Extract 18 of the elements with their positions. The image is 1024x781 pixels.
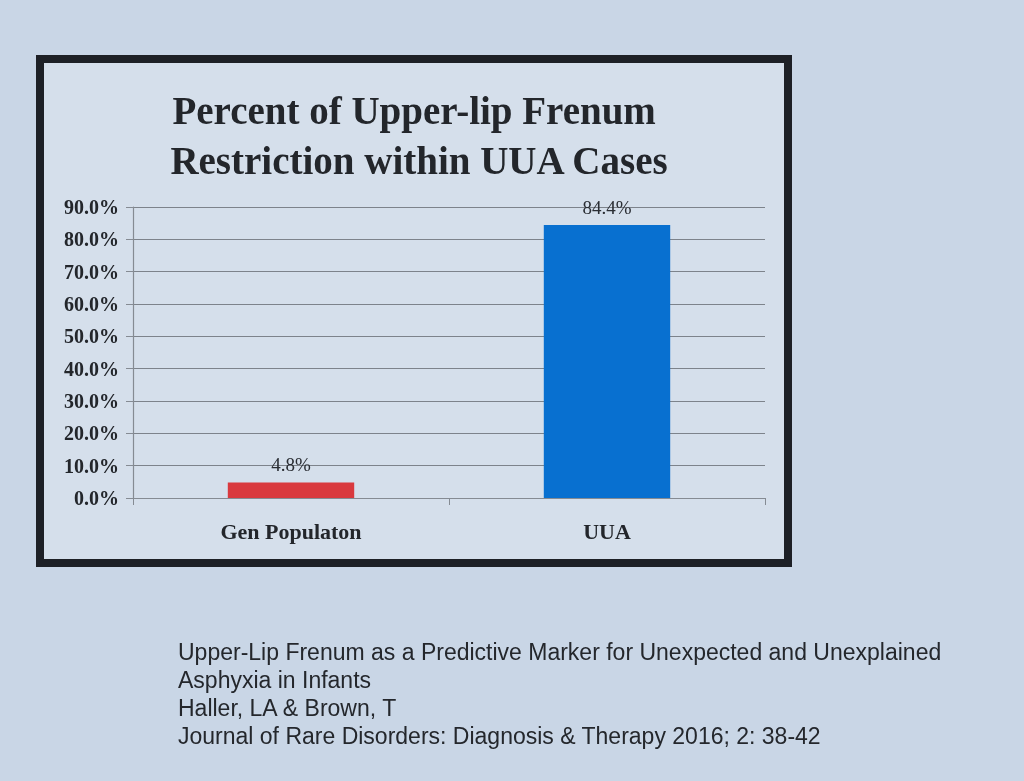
text: Journal of Rare Disorders: Diagnosis & Therapy 2016; 2: 38-42 <box>178 722 822 750</box>
y-tick-label: 70.0% <box>64 260 119 283</box>
text: Upper-Lip Frenum as a Predictive Marker for Unexpected and Unexplained Asphyxia in Infants <box>178 638 943 694</box>
y-tick-label: 10.0% <box>64 454 119 477</box>
y-tick-label: 50.0% <box>64 325 119 348</box>
data-label: 4.8% <box>271 454 311 476</box>
y-tick-label: 90.0% <box>64 196 119 218</box>
data-label: 84.4% <box>582 197 632 219</box>
chart-title: Percent of Upper-lip Frenum Restriction within UUA Cases <box>170 88 668 182</box>
y-tick-label: 40.0% <box>64 357 119 380</box>
y-tick-label: 80.0% <box>64 228 119 251</box>
x-tick-label: UUA <box>583 518 631 544</box>
x-tick-label: Gen Populaton <box>220 518 362 544</box>
y-tick-label: 30.0% <box>64 390 119 412</box>
y-tick-label: 60.0% <box>64 293 119 315</box>
y-tick-label: 20.0% <box>64 422 119 445</box>
y-tick-label: 0.0% <box>74 487 119 509</box>
text: Haller, LA & Brown, T <box>178 694 398 722</box>
